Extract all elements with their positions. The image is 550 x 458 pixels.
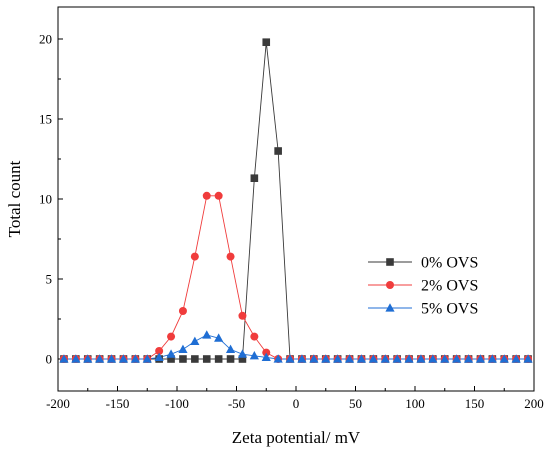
data-point-square [167,355,175,363]
data-point-circle [238,311,247,320]
data-point-triangle [237,349,248,358]
x-axis-title: Zeta potential/ mV [232,428,361,447]
data-point-square [226,355,235,363]
data-point-triangle [249,351,259,360]
data-point-triangle [130,354,140,363]
data-point-square [191,355,199,363]
y-axis: 0 5 10 15 20 [39,32,63,367]
legend-label: 0% OVS [421,255,478,272]
data-point-triangle [333,354,343,363]
data-point-triangle [297,354,307,363]
data-point-square [274,147,282,155]
x-tick-label: 0 [293,396,300,411]
data-point-triangle [309,354,319,363]
x-tick-label: -150 [106,396,130,411]
x-tick-label: 200 [524,396,544,411]
data-point-triangle [487,354,497,363]
data-point-circle [214,191,223,200]
legend: 0% OVS 2% OVS 5% OVS [368,255,478,318]
legend-marker-triangle [385,303,395,312]
legend-label: 2% OVS [421,278,478,295]
data-point-square [262,38,271,46]
data-point-circle [202,191,211,200]
y-tick-label: 5 [46,272,53,287]
data-point-square [250,174,259,182]
y-tick-label: 0 [46,352,53,367]
data-point-triangle [225,344,236,353]
data-point-triangle [499,354,509,363]
data-point-triangle [392,354,402,363]
series-layer [59,38,533,363]
data-point-square [238,355,247,363]
data-point-triangle [511,354,521,363]
data-point-circle [190,252,199,261]
data-point-triangle [166,349,176,358]
x-tick-label: -50 [228,396,245,411]
data-point-triangle [440,354,450,363]
data-point-triangle [428,354,438,363]
data-point-triangle [142,354,152,363]
data-point-triangle [380,354,390,363]
x-tick-label: 100 [405,396,425,411]
x-tick-label: 150 [465,396,485,411]
data-point-triangle [202,330,212,339]
data-point-circle [155,347,164,355]
data-point-triangle [523,354,533,363]
data-point-triangle [106,354,117,363]
data-point-circle [178,307,187,315]
data-point-triangle [154,352,164,361]
series-line-triangle [63,334,529,360]
y-tick-label: 10 [39,192,52,207]
data-point-triangle [475,354,486,363]
data-point-square [179,355,187,363]
data-point-triangle [344,354,355,363]
data-point-triangle [356,354,367,363]
data-point-triangle [190,336,200,345]
data-point-triangle [416,354,426,363]
legend-marker-square [386,258,394,266]
legend-label: 5% OVS [421,301,478,318]
x-tick-label: -200 [46,396,70,411]
data-point-square [214,355,223,363]
data-point-triangle [71,354,81,363]
data-point-triangle [463,354,474,363]
data-point-triangle [404,354,414,363]
data-point-triangle [321,354,331,363]
legend-marker-circle [386,281,394,289]
data-point-triangle [95,354,105,363]
y-tick-label: 15 [39,112,52,127]
data-point-circle [167,332,176,341]
data-point-triangle [368,354,378,363]
data-point-triangle [452,354,462,363]
y-tick-label: 20 [39,32,52,47]
x-tick-label: -100 [165,396,189,411]
data-point-circle [226,252,235,261]
data-point-triangle [261,352,271,361]
data-point-triangle [214,333,224,342]
data-point-square [202,355,211,363]
x-tick-label: 50 [349,396,362,411]
y-axis-title: Total count [5,160,24,237]
data-point-triangle [59,354,69,363]
data-point-triangle [178,344,188,353]
data-point-triangle [118,354,129,363]
data-point-triangle [83,354,93,363]
plot-frame [57,6,535,392]
data-point-triangle [285,354,295,363]
data-point-circle [250,332,259,341]
x-axis: -200 -150 -100 -50 0 50 100 150 200 [46,386,544,411]
data-point-triangle [273,354,283,363]
